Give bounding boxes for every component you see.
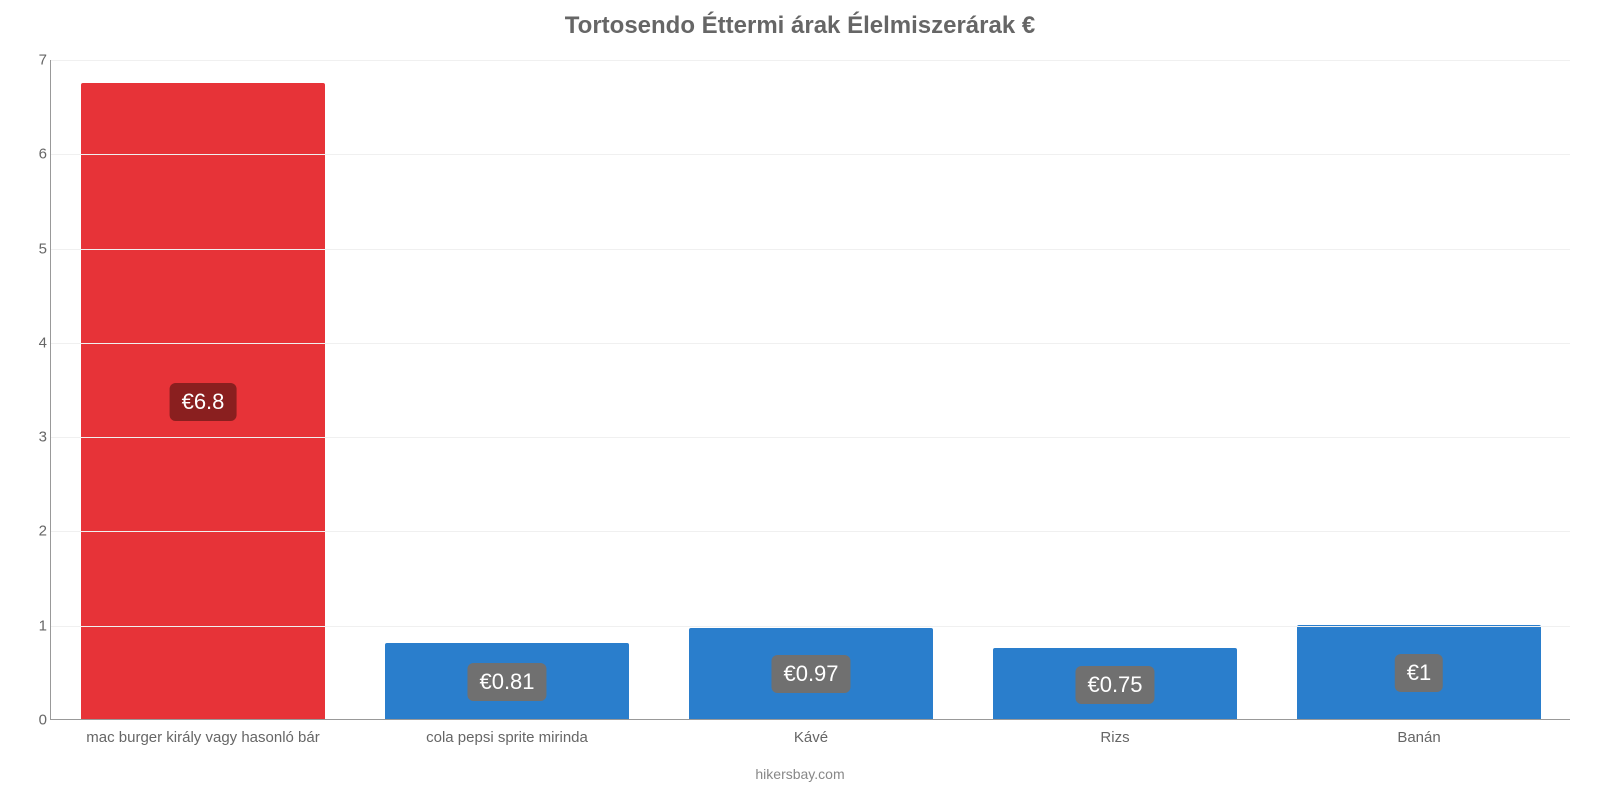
bar-value-label: €6.8 xyxy=(170,383,237,421)
gridline xyxy=(51,60,1570,61)
bar-value-label: €0.81 xyxy=(467,663,546,701)
x-tick-label: Rizs xyxy=(1100,729,1129,746)
bar-value-label: €1 xyxy=(1395,654,1443,692)
x-tick-label: Banán xyxy=(1397,729,1440,746)
y-tick-label: 7 xyxy=(23,52,47,69)
x-tick-label: Kávé xyxy=(794,729,828,746)
y-tick-label: 4 xyxy=(23,334,47,351)
chart-title: Tortosendo Éttermi árak Élelmiszerárak € xyxy=(0,12,1600,40)
gridline xyxy=(51,626,1570,627)
y-tick-label: 1 xyxy=(23,617,47,634)
chart-container: Tortosendo Éttermi árak Élelmiszerárak €… xyxy=(0,0,1600,800)
x-tick-label: mac burger király vagy hasonló bár xyxy=(86,729,319,746)
gridline xyxy=(51,249,1570,250)
gridline xyxy=(51,531,1570,532)
y-tick-label: 5 xyxy=(23,240,47,257)
gridline xyxy=(51,343,1570,344)
gridline xyxy=(51,437,1570,438)
y-tick-label: 2 xyxy=(23,523,47,540)
bar-value-label: €0.97 xyxy=(771,655,850,693)
credit-text: hikersbay.com xyxy=(0,766,1600,782)
bars-layer: €6.8 €0.81 €0.97 €0.75 €1 xyxy=(51,60,1570,719)
y-tick-label: 6 xyxy=(23,146,47,163)
y-tick-label: 3 xyxy=(23,429,47,446)
x-tick-label: cola pepsi sprite mirinda xyxy=(426,729,588,746)
gridline xyxy=(51,154,1570,155)
y-tick-label: 0 xyxy=(23,712,47,729)
plot-area: €6.8€0.81€0.97€0.75€1 01234567mac burger… xyxy=(50,60,1570,720)
bar-value-label: €0.75 xyxy=(1075,666,1154,704)
